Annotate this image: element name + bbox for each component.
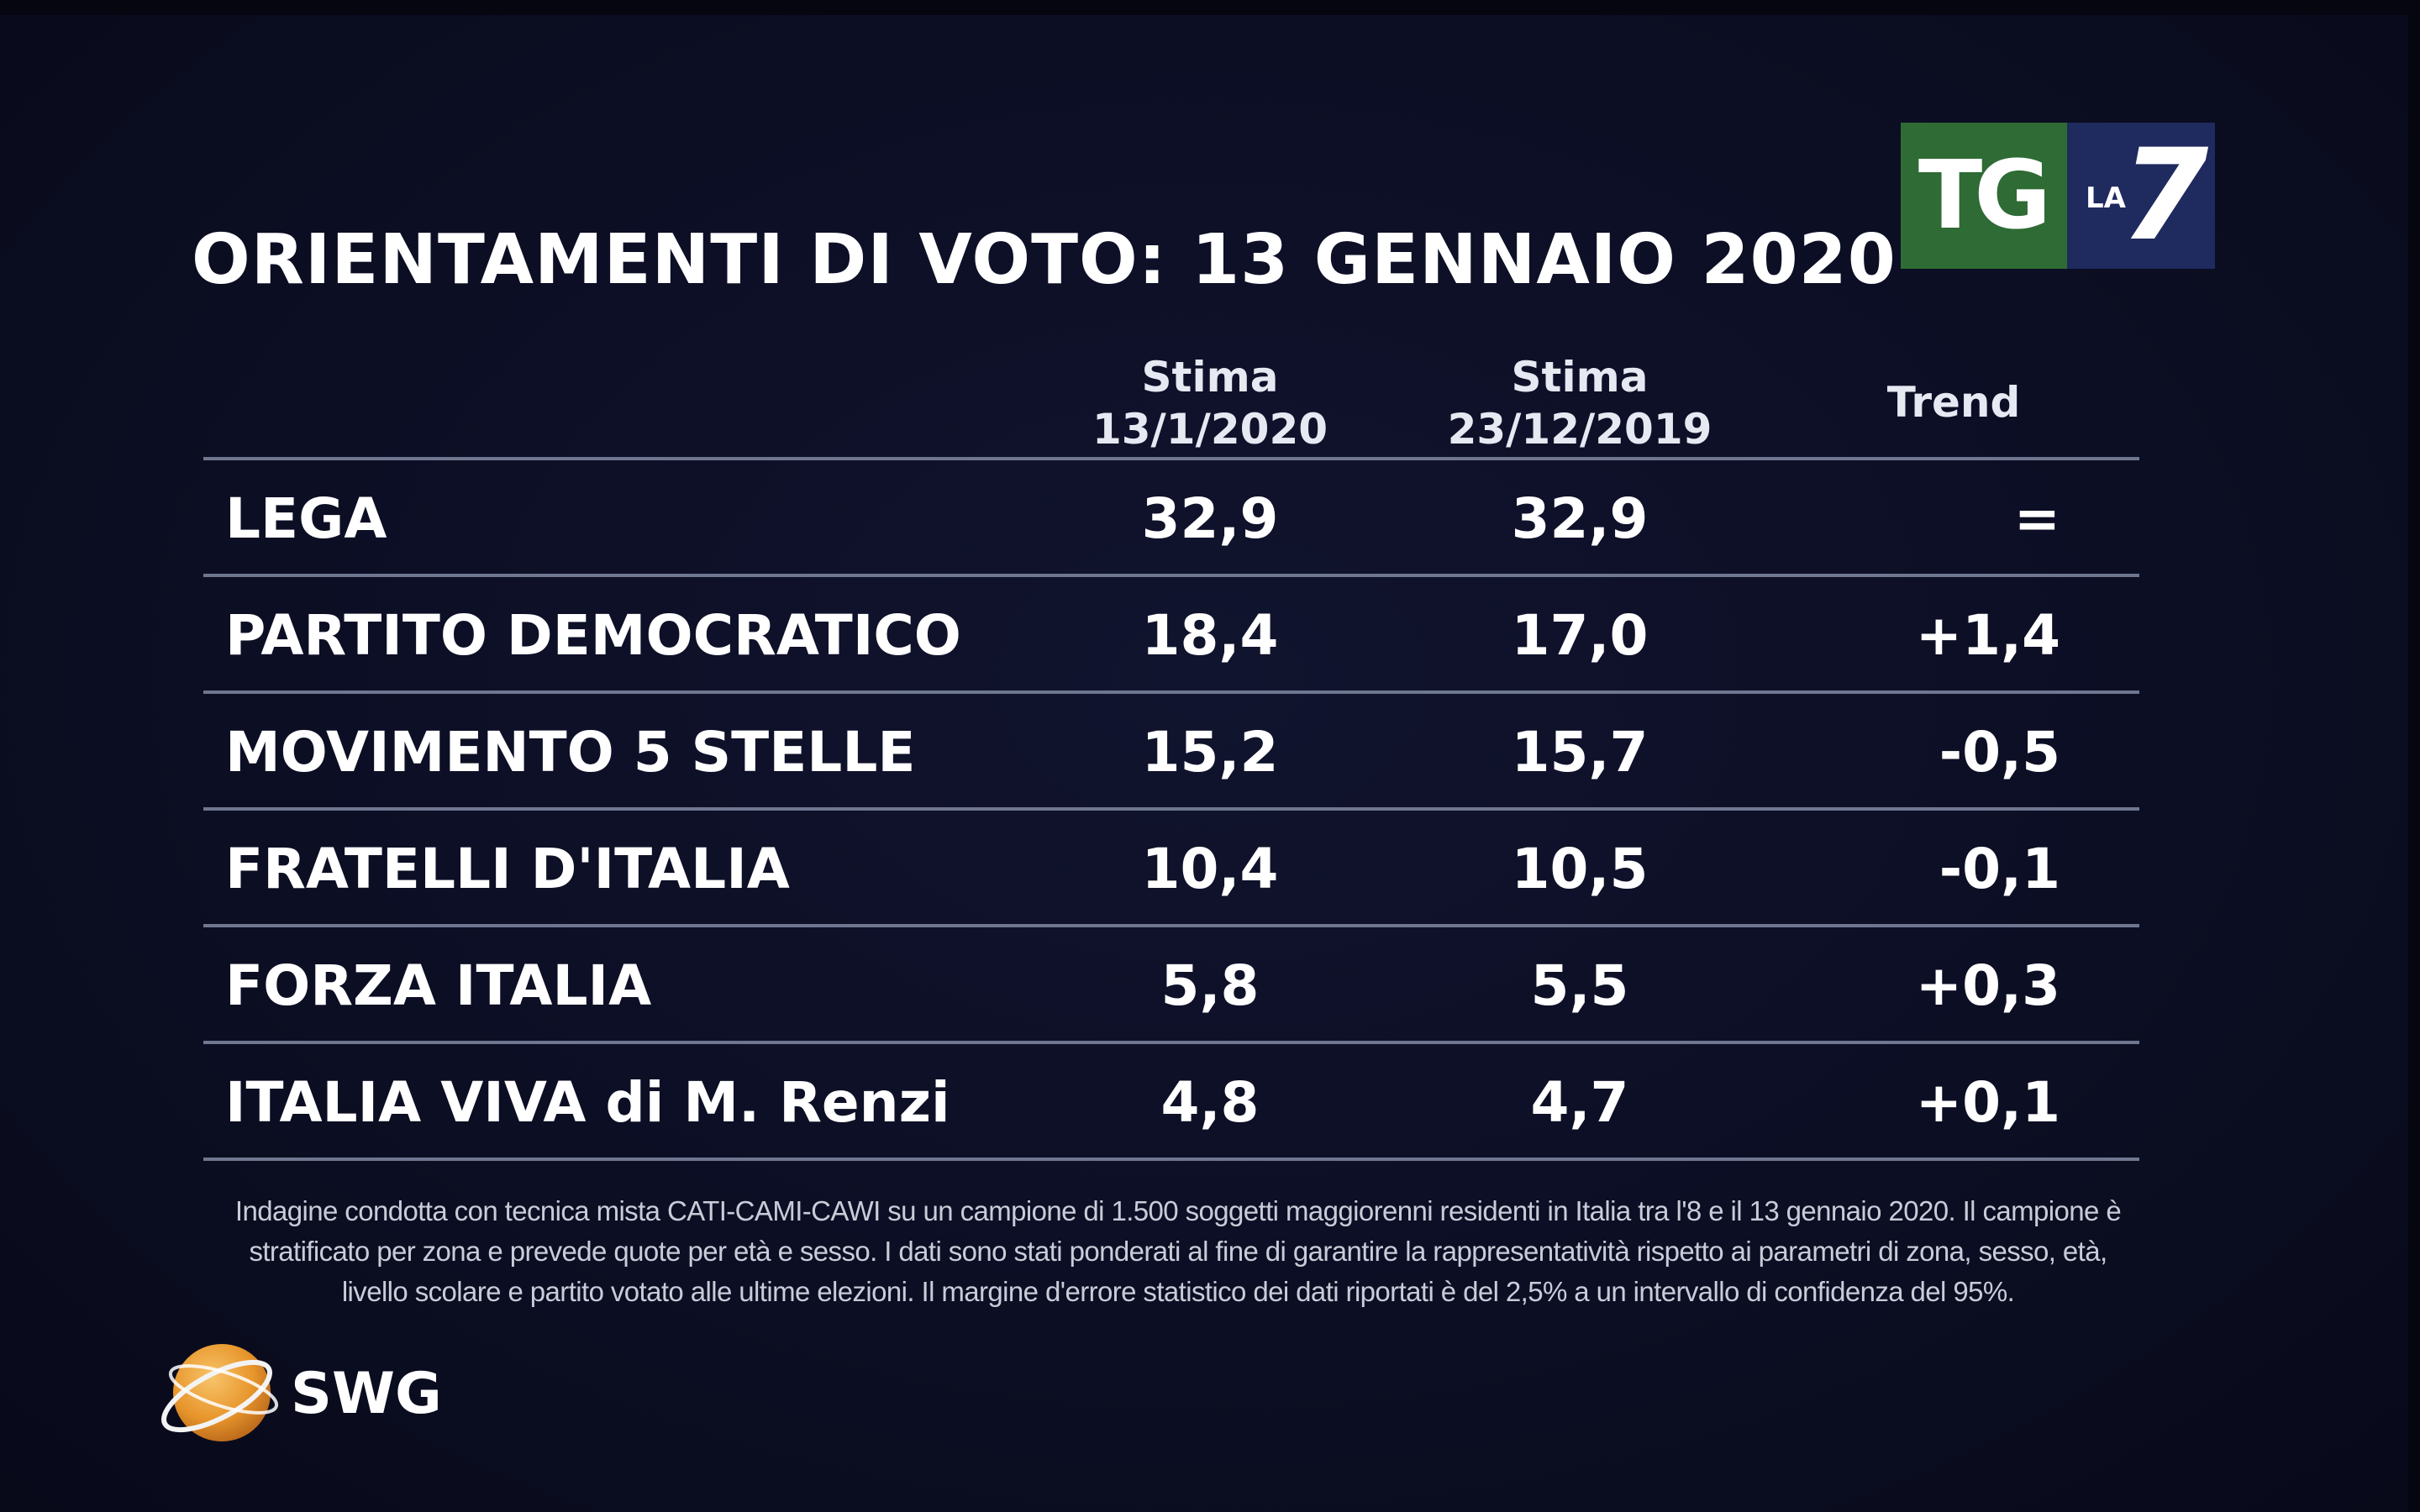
estimate-jan-cell: 15,2 [1141,720,1279,785]
tg-logo-green-block: TG [1901,123,2067,269]
trend-cell: -0,1 [1939,837,2060,901]
party-name-cell: PARTITO DEMOCRATICO [225,603,961,668]
methodology-note-line: livello scolare e partito votato alle ul… [341,1276,2015,1307]
table-row: ITALIA VIVA di M. Renzi 4,8 4,7 +0,1 [203,1044,2139,1161]
table-row: LEGA 32,9 32,9 = [203,460,2139,577]
column-header-label: Stima [1141,353,1279,402]
trend-cell: +0,3 [1915,953,2060,1018]
trend-cell: = [2013,486,2060,551]
estimate-jan-cell: 18,4 [1141,603,1279,668]
la7-logo-seven: 7 [2121,123,2209,269]
party-name-cell: FORZA ITALIA [225,953,652,1018]
estimate-dec-cell: 10,5 [1511,837,1649,901]
party-name-cell: LEGA [225,486,387,551]
table-row: PARTITO DEMOCRATICO 18,4 17,0 +1,4 [203,577,2139,694]
table-divider [203,574,2139,577]
top-letterbox [0,0,2420,15]
methodology-note-line: stratificato per zona e prevede quote pe… [249,1236,2107,1267]
globe-icon [160,1344,279,1441]
trend-cell: +0,1 [1915,1070,2060,1135]
table-divider [203,1158,2139,1161]
table-divider [203,924,2139,927]
party-name-cell: FRATELLI D'ITALIA [225,837,790,901]
table-row: FORZA ITALIA 5,8 5,5 +0,3 [203,927,2139,1044]
la7-logo-la: LA [2086,181,2126,215]
la7-logo-blue-block: LA 7 [2067,123,2215,269]
swg-logo: SWG [156,1331,442,1457]
column-header-label: Stima [1511,353,1649,402]
estimate-dec-cell: 4,7 [1530,1070,1629,1135]
column-header-date: 13/1/2020 [1092,405,1328,454]
table-divider [203,690,2139,694]
table-divider [203,457,2139,460]
table-row: FRATELLI D'ITALIA 10,4 10,5 -0,1 [203,811,2139,927]
swg-logo-text: SWG [291,1361,442,1427]
estimate-dec-cell: 15,7 [1511,720,1649,785]
right-letterbox [2408,0,2420,1512]
table-divider [203,1041,2139,1044]
party-name-cell: MOVIMENTO 5 STELLE [225,720,916,785]
estimate-jan-cell: 4,8 [1160,1070,1260,1135]
estimate-jan-cell: 10,4 [1141,837,1279,901]
estimate-dec-cell: 5,5 [1530,953,1629,1018]
column-header-estimate-jan: Stima 13/1/2020 [1042,351,1378,455]
trend-cell: +1,4 [1915,603,2060,668]
table-divider [203,807,2139,811]
estimate-dec-cell: 17,0 [1511,603,1649,668]
estimate-jan-cell: 32,9 [1141,486,1279,551]
column-header-estimate-dec: Stima 23/12/2019 [1412,351,1748,455]
trend-cell: -0,5 [1939,720,2060,785]
chart-title: ORIENTAMENTI DI VOTO: 13 GENNAIO 2020 [192,220,1897,300]
methodology-note-line: Indagine condotta con tecnica mista CATI… [234,1195,2122,1226]
table-row: MOVIMENTO 5 STELLE 15,2 15,7 -0,5 [203,694,2139,811]
tg-la7-logo: TG LA 7 [1901,123,2215,269]
party-name-cell: ITALIA VIVA di M. Renzi [225,1070,950,1135]
column-header-label: Trend [1886,378,2021,427]
estimate-jan-cell: 5,8 [1160,953,1260,1018]
column-header-date: 23/12/2019 [1447,405,1712,454]
methodology-note: Indagine condotta con tecnica mista CATI… [187,1191,2170,1312]
tg-logo-text: TG [1918,141,2051,250]
estimate-dec-cell: 32,9 [1511,486,1649,551]
column-header-trend: Trend [1790,376,2118,428]
